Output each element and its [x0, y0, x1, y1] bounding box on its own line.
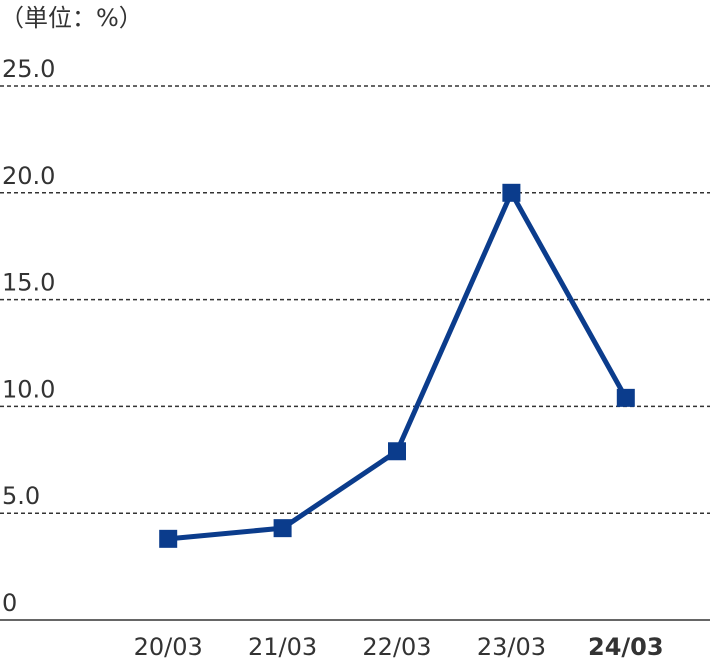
- x-tick-label: 24/03: [588, 633, 664, 660]
- x-tick-label: 22/03: [362, 633, 431, 660]
- marker: [273, 519, 292, 538]
- y-tick-label: 5.0: [2, 482, 40, 510]
- chart-title: （単位：%）: [0, 4, 143, 32]
- y-tick-label: 0: [2, 589, 17, 617]
- marker: [502, 183, 521, 202]
- x-tick-label: 21/03: [248, 633, 317, 660]
- y-tick-label: 20.0: [2, 162, 55, 190]
- x-tick-label: 20/03: [134, 633, 203, 660]
- x-tick-label: 23/03: [477, 633, 546, 660]
- marker: [159, 529, 178, 548]
- line: [167, 190, 628, 542]
- y-tick-label: 15.0: [2, 269, 55, 297]
- y-tick-label: 25.0: [2, 55, 55, 83]
- marker: [616, 388, 635, 407]
- y-tick-label: 10.0: [2, 375, 55, 403]
- marker: [388, 442, 406, 461]
